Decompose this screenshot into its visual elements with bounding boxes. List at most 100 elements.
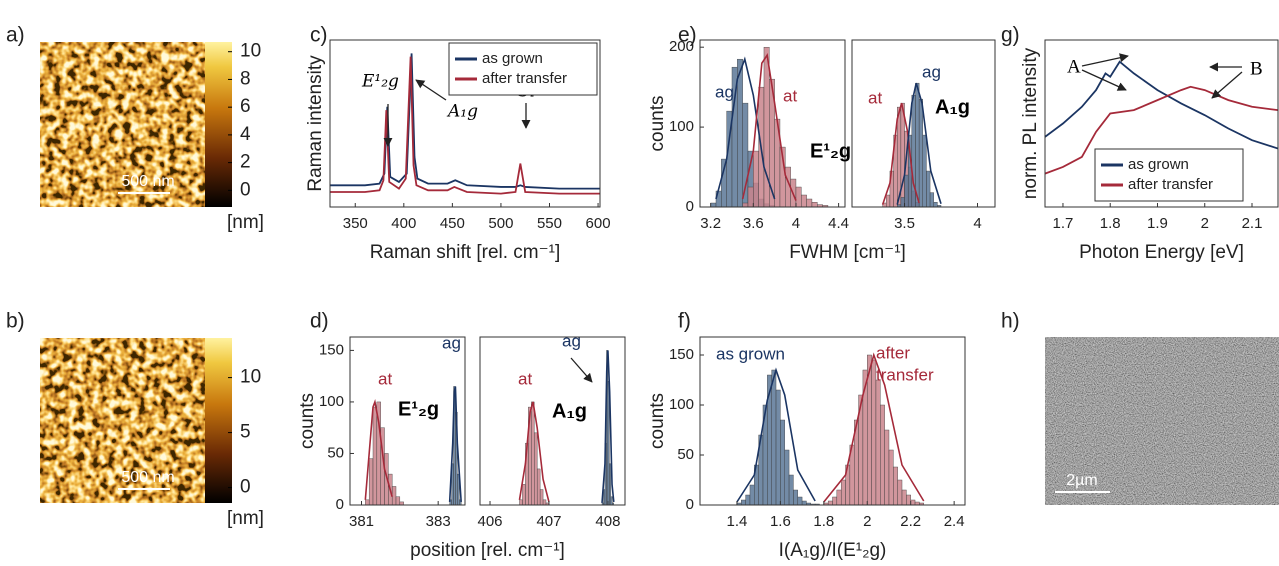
histogram-bar: [542, 499, 547, 506]
annotation: at: [868, 88, 882, 107]
y-tick-label: 100: [669, 118, 694, 135]
histogram-bar: [900, 197, 905, 208]
histogram-bar: [906, 494, 911, 506]
colorbar-tick-label: 4: [240, 124, 251, 145]
histogram-bar: [788, 474, 794, 506]
x-tick-label: 400: [391, 215, 416, 232]
panel-label: f): [678, 310, 691, 333]
line: [715, 56, 776, 200]
colorbar-tick-label: 8: [240, 68, 251, 89]
annotation: A₁g: [935, 96, 970, 118]
x-tick-label: 408: [595, 513, 620, 530]
panel-label: g): [1001, 24, 1020, 47]
colorbar-tick-label: 6: [240, 96, 251, 117]
annotation: at: [783, 86, 797, 105]
x-axis-label: position [rel. cm⁻¹]: [410, 540, 565, 561]
annotation-arrow: [1081, 53, 1129, 67]
histogram-bar: [771, 369, 777, 506]
axes-frame: [329, 39, 601, 208]
legend-box: [1094, 148, 1244, 202]
image: [40, 42, 205, 207]
annotation-arrow: [1211, 71, 1243, 99]
x-axis-label: Photon Energy [eV]: [1079, 242, 1244, 263]
histogram-bar: [840, 479, 846, 506]
histogram-bar: [915, 82, 920, 208]
x-tick-label: 1.4: [726, 513, 747, 530]
histogram-bar: [922, 134, 927, 208]
panel-label: d): [310, 310, 329, 333]
colorbar: [205, 338, 232, 503]
colorbar-label: [nm]: [227, 212, 264, 233]
colorbar-tick-label: 0: [240, 477, 251, 498]
annotation-arrow: [1081, 69, 1127, 91]
histogram-bar: [784, 449, 790, 506]
scale-bar-label: 500 nm: [121, 173, 174, 190]
histogram-bar: [742, 202, 749, 208]
histogram-bar: [897, 479, 903, 506]
x-tick-label: 3.6: [743, 215, 764, 232]
x-tick-label: 1.8: [1100, 215, 1121, 232]
histogram-bar: [801, 500, 807, 506]
histogram-bar: [836, 489, 842, 506]
x-tick-label: 500: [488, 215, 513, 232]
x-tick-label: 450: [440, 215, 465, 232]
image: [1045, 337, 1279, 505]
histogram-bar: [901, 489, 907, 506]
legend-label: as grown: [1128, 156, 1189, 173]
x-tick-label: 381: [349, 513, 374, 530]
histogram-bar: [900, 102, 905, 208]
plot-area: [700, 40, 845, 208]
axes-frame: [349, 336, 466, 506]
colorbar-tick-label: 2: [240, 152, 251, 173]
histogram-bar: [933, 202, 938, 208]
x-tick-label: 406: [478, 513, 503, 530]
x-tick-label: 350: [343, 215, 368, 232]
axes-frame: [699, 39, 846, 208]
histogram-bar: [795, 186, 802, 208]
histogram-bar: [910, 499, 916, 506]
annotation: A₁g: [552, 400, 587, 422]
x-tick-label: 3.5: [894, 215, 915, 232]
histogram-bar: [797, 496, 803, 506]
histogram-bar: [539, 489, 544, 506]
histogram-bar: [811, 202, 818, 208]
scale-bar-label: 2µm: [1066, 472, 1097, 489]
annotation: ag: [922, 62, 941, 81]
histogram-bar: [918, 98, 923, 208]
line: [741, 53, 797, 201]
histogram-bar: [886, 194, 891, 208]
histogram-bar: [827, 500, 833, 506]
histogram-bar: [534, 432, 538, 506]
axes-frame: [479, 336, 626, 506]
histogram-bar: [536, 468, 541, 506]
annotation: E¹₂g: [361, 72, 399, 92]
histogram-bar: [780, 419, 785, 506]
line: [1044, 60, 1279, 150]
histogram-bar: [368, 458, 374, 506]
x-tick-label: 4: [792, 215, 800, 232]
y-axis-label: counts: [297, 393, 318, 449]
y-tick-label: 0: [336, 496, 344, 513]
x-axis-label: I(A₁g)/I(E¹₂g): [779, 540, 887, 561]
x-axis-label: Raman shift [rel. cm⁻¹]: [370, 242, 561, 263]
axes-frame: [1044, 39, 1279, 208]
annotation: transfer: [876, 365, 934, 384]
histogram-bar: [365, 499, 370, 506]
histogram-bar: [929, 192, 934, 208]
line: [364, 398, 393, 500]
histogram-bar: [741, 499, 746, 506]
colorbar-tick-label: 10: [240, 367, 261, 388]
y-tick-label: 150: [669, 346, 694, 363]
histogram-bar: [793, 489, 798, 506]
x-axis-label: FWHM [cm⁻¹]: [789, 242, 906, 263]
x-tick-label: 4.4: [828, 215, 849, 232]
x-tick-label: 1.9: [1147, 215, 1168, 232]
annotation: B: [1250, 58, 1263, 79]
x-tick-label: 2.1: [1242, 215, 1263, 232]
histogram-bar: [603, 489, 606, 506]
annotation: at: [518, 369, 532, 388]
panel-label: c): [310, 24, 328, 47]
annotation-arrow: [415, 79, 447, 101]
y-axis-label: norm. PL intensity: [1020, 47, 1041, 199]
legend-box: [448, 42, 598, 96]
